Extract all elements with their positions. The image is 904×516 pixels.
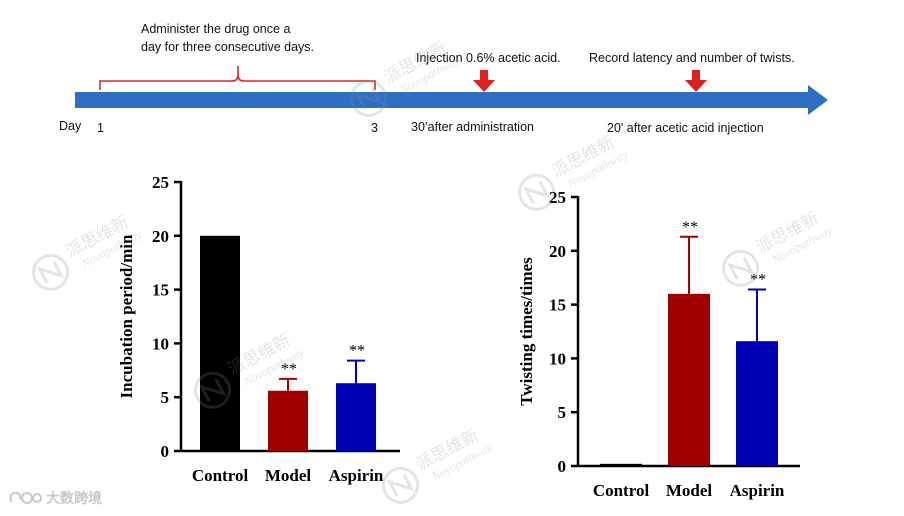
x-category-label: Model — [265, 466, 312, 485]
y-tick-label: 15 — [549, 296, 566, 315]
day-end: 3 — [371, 121, 378, 135]
y-tick-label: 10 — [549, 349, 566, 368]
x-category-label: Aspirin — [329, 466, 384, 485]
brand-corner-text: 大数跨境 — [46, 490, 102, 506]
y-tick-label: 15 — [152, 281, 169, 300]
y-tick-label: 0 — [161, 442, 170, 461]
brand-corner: 大数跨境 — [8, 488, 102, 508]
x-category-label: Control — [593, 481, 650, 500]
x-category-label: Aspirin — [730, 481, 785, 500]
bar-model — [268, 390, 308, 451]
record-marker-icon — [685, 70, 707, 92]
chart-1-plot: 0 5 10 15 20 25 Twisting times/times Control ** M… — [517, 188, 800, 500]
significance-label: ** — [281, 361, 297, 378]
day-label: Day — [59, 119, 82, 133]
record-label: Record latency and number of twists. — [589, 51, 795, 65]
brand-logo-icon — [9, 491, 42, 504]
bar-control — [600, 463, 642, 466]
y-tick-label: 25 — [152, 173, 169, 192]
y-tick-label: 20 — [549, 242, 566, 261]
injection-sub: 30’after administration — [411, 120, 534, 134]
y-tick-label: 0 — [558, 457, 567, 476]
bar-model — [668, 293, 710, 466]
y-axis-label: Twisting times/times — [517, 257, 536, 406]
timeline-arrow-shaft — [75, 92, 810, 108]
dosing-note-line2: day for three consecutive days. — [141, 40, 315, 54]
significance-label: ** — [349, 343, 365, 360]
y-tick-label: 20 — [152, 227, 169, 246]
y-tick-label: 5 — [161, 388, 170, 407]
record-sub: 20' after acetic acid injection — [607, 121, 764, 135]
significance-label: ** — [750, 272, 766, 289]
x-category-label: Model — [666, 481, 713, 500]
timeline-graphic — [75, 66, 828, 115]
bar-aspirin — [336, 383, 376, 451]
dosing-brace — [99, 66, 376, 90]
injection-label: Injection 0.6% acetic acid. — [416, 51, 561, 65]
y-tick-label: 5 — [558, 403, 567, 422]
day-start: 1 — [97, 121, 104, 135]
y-axis-label: Incubation period/min — [117, 234, 136, 398]
x-category-label: Control — [192, 466, 249, 485]
y-tick-label: 10 — [152, 334, 169, 353]
bar-control — [200, 235, 240, 451]
injection-marker-icon — [473, 70, 495, 92]
timeline-arrow-head — [808, 85, 828, 115]
y-tick-label: 25 — [549, 188, 566, 207]
dosing-note-line1: Administer the drug once a — [141, 22, 291, 36]
significance-label: ** — [682, 219, 698, 236]
bar-aspirin — [736, 341, 778, 466]
chart-0-plot: 0 5 10 15 20 25 Incubation period/min Control **… — [117, 173, 400, 485]
